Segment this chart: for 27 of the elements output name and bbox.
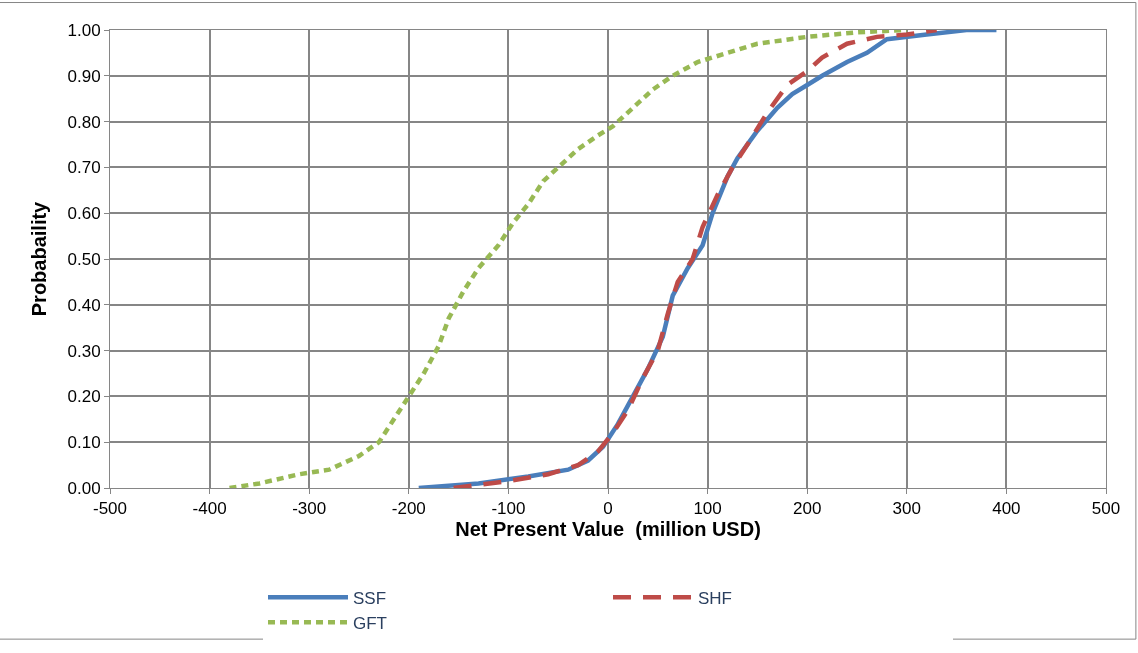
y-tick-label: 0.10 bbox=[67, 433, 101, 453]
y-tick-label: 0.00 bbox=[67, 478, 101, 498]
x-tick-label: -400 bbox=[192, 499, 227, 519]
y-tick-label: 1.00 bbox=[67, 20, 101, 40]
x-tick-label: 100 bbox=[693, 499, 722, 519]
legend-label: SSF bbox=[353, 588, 387, 608]
x-tick-label: 400 bbox=[992, 499, 1021, 519]
x-tick-label: -100 bbox=[491, 499, 526, 519]
x-tick-label: 200 bbox=[793, 499, 822, 519]
legend-label: GFT bbox=[353, 613, 387, 633]
y-tick-label: 0.80 bbox=[67, 112, 101, 132]
y-tick-label: 0.90 bbox=[67, 66, 101, 86]
x-tick-label: 300 bbox=[892, 499, 921, 519]
x-tick-label: 500 bbox=[1091, 499, 1121, 519]
y-tick-label: 0.40 bbox=[67, 295, 101, 315]
x-axis-title: Net Present Value (million USD) bbox=[455, 518, 761, 541]
x-tick-label: -300 bbox=[292, 499, 327, 519]
legend-label: SHF bbox=[698, 588, 732, 608]
y-tick-label: 0.60 bbox=[67, 204, 101, 224]
y-tick-label: 0.30 bbox=[67, 341, 101, 361]
y-tick-label: 0.20 bbox=[67, 387, 101, 407]
x-tick-label: -200 bbox=[391, 499, 426, 519]
y-tick-label: 0.70 bbox=[67, 158, 101, 178]
x-tick-label: -500 bbox=[92, 499, 128, 519]
y-axis-title: Probabaility bbox=[28, 200, 51, 317]
x-tick-label: 0 bbox=[603, 499, 613, 519]
y-tick-label: 0.50 bbox=[67, 249, 101, 269]
